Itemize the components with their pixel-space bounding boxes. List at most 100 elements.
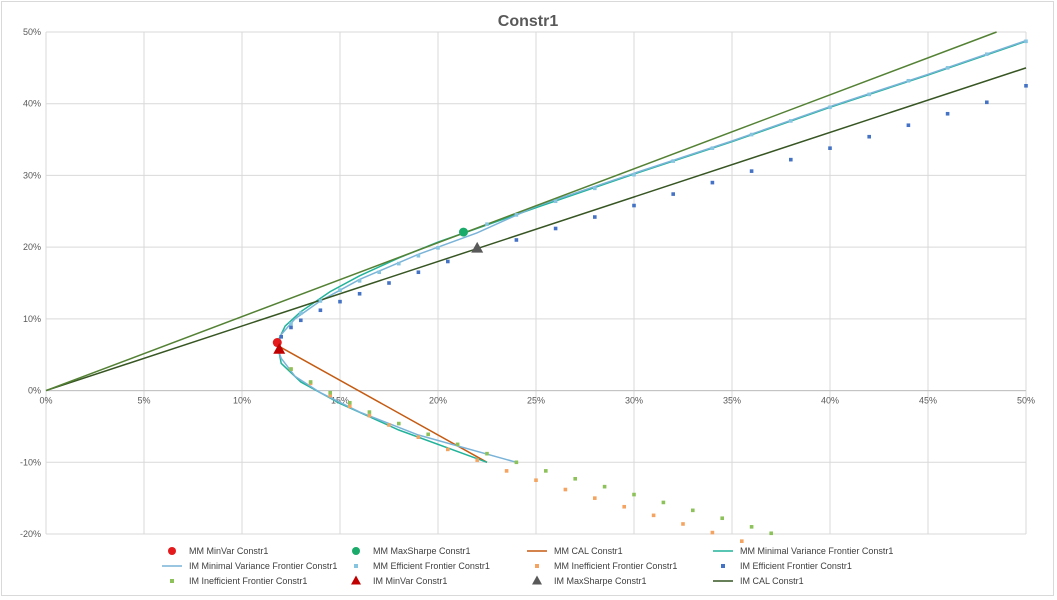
data-point (828, 146, 832, 150)
data-point (289, 322, 293, 326)
data-point (446, 259, 450, 264)
series-unnamed-line (45, 31, 997, 392)
x-tick-label: 30% (625, 396, 643, 406)
x-tick-label: 50% (1017, 396, 1035, 406)
data-point (308, 380, 313, 384)
data-point (289, 367, 293, 371)
data-point (602, 484, 607, 489)
legend-swatch (168, 547, 176, 555)
data-point (299, 311, 303, 315)
x-tick-label: 40% (821, 396, 839, 406)
data-point (691, 508, 695, 513)
data-point (710, 180, 715, 185)
legend-item-mm-minvar-constr1: MM MinVar Constr1 (168, 546, 268, 556)
data-point (348, 404, 352, 409)
data-point (553, 199, 558, 204)
data-point (279, 334, 283, 339)
y-tick-label: 40% (23, 99, 41, 109)
legend-swatch (721, 564, 725, 568)
series-line (280, 346, 488, 463)
data-point (514, 460, 519, 465)
data-point (671, 192, 675, 196)
data-point (416, 253, 421, 258)
legend-label: MM Inefficient Frontier Constr1 (554, 561, 677, 571)
legend-item-mm-efficient-frontier-constr1: MM Efficient Frontier Constr1 (354, 561, 490, 571)
data-point (514, 213, 519, 217)
data-point (720, 516, 724, 521)
axis-layer: 0% 5% 10% 15% 20% 25% 30% 35% 40% 45% 50% -20% -10% 0… (20, 27, 1035, 539)
data-point (593, 496, 597, 500)
y-tick-label: -20% (20, 529, 41, 539)
series-line (45, 67, 1027, 392)
legend: MM MinVar Constr1 MM MaxSharpe Constr1 MM … (162, 546, 893, 586)
data-point (485, 451, 489, 456)
data-point (681, 522, 685, 526)
legend-label: MM Efficient Frontier Constr1 (373, 561, 490, 571)
legend-label: MM CAL Constr1 (554, 546, 623, 556)
series-im-maxsharpe-constr1 (471, 241, 484, 253)
data-point (534, 478, 538, 483)
series-im-efficient-frontier-constr1 (279, 83, 1028, 339)
data-point (455, 442, 460, 447)
data-point (769, 531, 773, 536)
data-point (416, 270, 421, 275)
data-point (867, 92, 871, 97)
legend-label: IM Efficient Frontier Constr1 (740, 561, 852, 571)
legend-label: IM Inefficient Frontier Constr1 (189, 576, 307, 586)
legend-label: IM MinVar Constr1 (373, 576, 447, 586)
chart-title: Constr1 (498, 13, 559, 30)
data-point (593, 215, 597, 219)
x-tick-label: 15% (331, 396, 349, 406)
data-point (661, 500, 666, 505)
legend-item-mm-minimal-variance-frontier-constr1: MM Minimal Variance Frontier Constr1 (713, 546, 893, 556)
legend-item-mm-inefficient-frontier-constr1: MM Inefficient Frontier Constr1 (535, 561, 677, 571)
legend-swatch (354, 564, 358, 568)
data-point (299, 318, 303, 323)
data-point (397, 421, 401, 426)
data-point (789, 157, 793, 162)
data-point (367, 413, 372, 418)
legend-item-im-minimal-variance-frontier-constr1: IM Minimal Variance Frontier Constr1 (162, 561, 337, 571)
data-point (328, 393, 332, 398)
y-tick-label: 10% (23, 314, 41, 324)
data-point (357, 279, 362, 283)
legend-label: MM MinVar Constr1 (189, 546, 268, 556)
series-im-minvar-constr1 (273, 342, 286, 354)
data-point (504, 469, 509, 473)
legend-item-im-maxsharpe-constr1: IM MaxSharpe Constr1 (532, 575, 647, 586)
data-point (289, 325, 293, 330)
data-point (1024, 83, 1028, 88)
y-tick-label: -10% (20, 457, 41, 467)
data-point (416, 435, 421, 439)
y-tick-label: 20% (23, 242, 41, 252)
data-point (397, 261, 401, 266)
data-point (710, 146, 715, 150)
data-point (387, 423, 391, 427)
data-point (485, 222, 489, 226)
legend-item-im-cal-constr1: IM CAL Constr1 (713, 576, 804, 586)
data-point (458, 227, 468, 237)
data-point (651, 513, 656, 518)
data-point (318, 308, 323, 313)
y-tick-label: 30% (23, 170, 41, 180)
data-point (544, 469, 548, 473)
data-point (563, 487, 568, 492)
data-point (475, 458, 479, 462)
data-point (985, 52, 989, 57)
x-tick-label: 20% (429, 396, 447, 406)
data-point (367, 410, 372, 414)
data-point (789, 119, 793, 123)
legend-swatch (351, 575, 361, 585)
data-point (906, 123, 911, 128)
series-im-inefficient-frontier-constr1 (289, 367, 773, 536)
data-point (710, 530, 715, 535)
data-point (387, 281, 391, 285)
series-mm-maxsharpe-constr1 (458, 227, 468, 237)
data-point (273, 342, 286, 354)
data-point (945, 66, 950, 70)
legend-label: MM MaxSharpe Constr1 (373, 546, 471, 556)
data-point (593, 186, 597, 191)
